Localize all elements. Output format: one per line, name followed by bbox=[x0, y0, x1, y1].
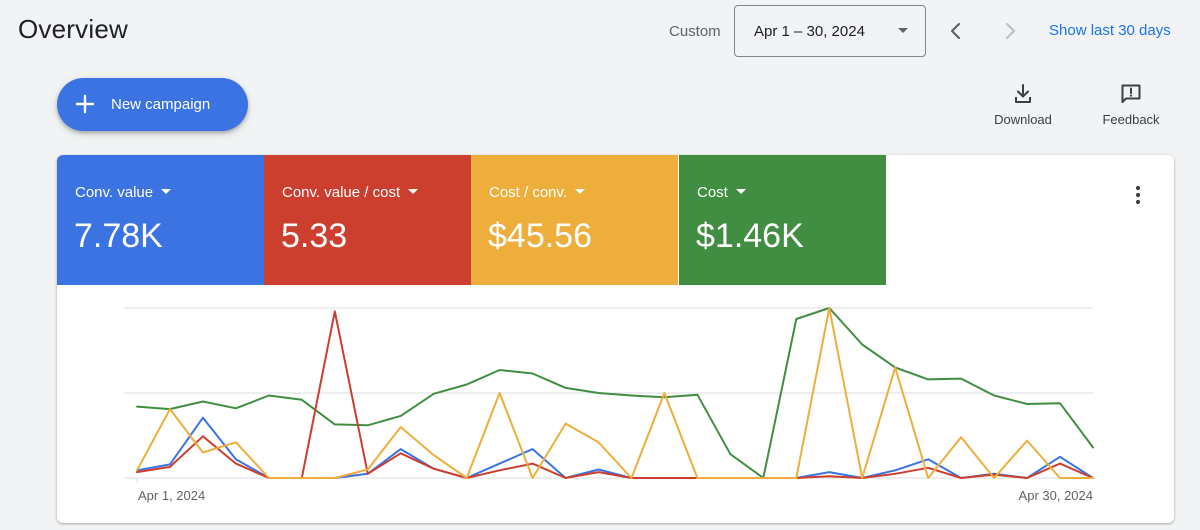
metric-conv-value[interactable]: Conv. value 7.78K bbox=[57, 155, 264, 285]
feedback-label: Feedback bbox=[1102, 112, 1160, 127]
x-tick-label-end: Apr 30, 2024 bbox=[1019, 488, 1093, 503]
show-last-30-days-link[interactable]: Show last 30 days bbox=[1049, 22, 1171, 39]
metric-value: 5.33 bbox=[281, 217, 348, 255]
metric-cost[interactable]: Cost $1.46K bbox=[679, 155, 886, 285]
download-icon bbox=[1015, 84, 1031, 103]
metric-label: Cost / conv. bbox=[489, 184, 586, 201]
feedback-button[interactable]: Feedback bbox=[1097, 82, 1165, 127]
next-period-button[interactable] bbox=[995, 16, 1025, 46]
chevron-right-icon bbox=[1005, 22, 1016, 40]
top-bar: Overview Custom Apr 1 – 30, 2024 Show la… bbox=[0, 0, 1200, 64]
feedback-icon bbox=[1121, 84, 1141, 103]
chart-series-line bbox=[136, 307, 1094, 479]
performance-line-chart: Apr 1, 2024 Apr 30, 2024 bbox=[124, 307, 1094, 503]
chevron-left-icon bbox=[950, 22, 961, 40]
page-title: Overview bbox=[18, 14, 128, 44]
performance-card: Conv. value 7.78K Conv. value / cost 5.3… bbox=[57, 155, 1174, 523]
chart-series bbox=[136, 307, 1094, 479]
more-options-icon[interactable] bbox=[1128, 183, 1148, 207]
chart-series-line bbox=[136, 416, 1094, 479]
metric-cost-per-conv[interactable]: Cost / conv. $45.56 bbox=[471, 155, 678, 285]
metric-label: Conv. value / cost bbox=[282, 184, 419, 201]
dropdown-arrow-icon bbox=[161, 189, 172, 194]
new-campaign-button[interactable]: New campaign bbox=[57, 78, 248, 131]
download-button[interactable]: Download bbox=[990, 82, 1056, 127]
metric-value: $45.56 bbox=[488, 217, 592, 255]
date-range-picker[interactable]: Apr 1 – 30, 2024 bbox=[734, 5, 926, 57]
date-range-type-label: Custom bbox=[669, 23, 721, 40]
dropdown-arrow-icon bbox=[575, 189, 586, 194]
date-range-value: Apr 1 – 30, 2024 bbox=[754, 23, 865, 40]
previous-period-button[interactable] bbox=[941, 16, 971, 46]
dropdown-arrow-icon bbox=[408, 189, 419, 194]
new-campaign-label: New campaign bbox=[111, 96, 211, 113]
dropdown-arrow-icon bbox=[735, 189, 746, 194]
metric-value: 7.78K bbox=[74, 217, 163, 255]
download-label: Download bbox=[994, 112, 1052, 127]
metric-label: Cost bbox=[697, 184, 746, 201]
plus-icon bbox=[75, 94, 95, 114]
chart-series-line bbox=[136, 307, 1094, 479]
x-tick-label-start: Apr 1, 2024 bbox=[138, 488, 205, 503]
metric-value: $1.46K bbox=[696, 217, 804, 255]
metric-label: Conv. value bbox=[75, 184, 172, 201]
metric-conv-value-per-cost[interactable]: Conv. value / cost 5.33 bbox=[264, 155, 471, 285]
dropdown-arrow-icon bbox=[898, 28, 908, 33]
